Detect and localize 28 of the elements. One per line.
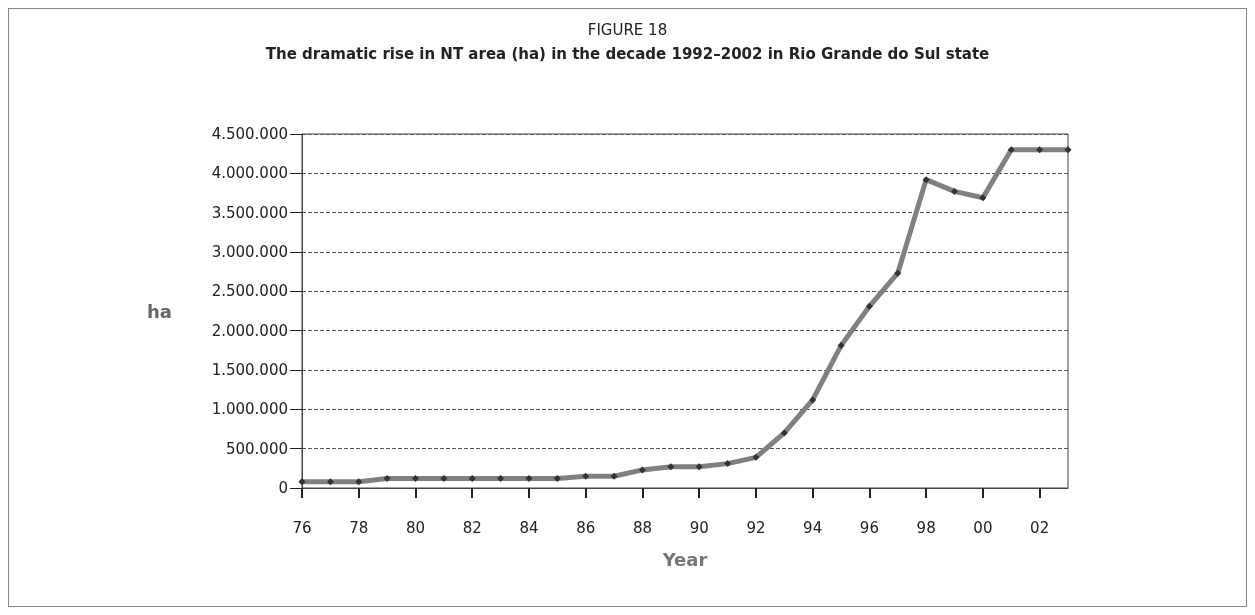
x-tick-label: 82 xyxy=(462,518,482,537)
chart-title: FIGURE 18 xyxy=(587,20,668,39)
x-tick-label: 94 xyxy=(803,518,823,537)
y-tick-label: 4.000.000 xyxy=(211,164,288,183)
y-tick-label: 4.500.000 xyxy=(211,125,288,143)
y-tick-label: 3.000.000 xyxy=(211,243,288,261)
x-tick-label: 00 xyxy=(973,518,993,537)
x-tick-label: 84 xyxy=(519,518,539,537)
x-tick-label: 86 xyxy=(576,518,596,537)
x-axis-title: Year xyxy=(661,548,708,570)
x-tick-label: 76 xyxy=(292,518,312,537)
x-tick-label: 02 xyxy=(1030,518,1050,537)
y-tick-label: 1.500.000 xyxy=(211,361,288,379)
y-tick-label: 1.000.000 xyxy=(211,400,288,419)
y-tick-label: 3.500.000 xyxy=(211,203,288,222)
y-tick-label: 2.000.000 xyxy=(211,321,288,340)
x-tick-label: 78 xyxy=(349,518,369,537)
x-tick-label: 80 xyxy=(405,518,426,537)
y-tick-label: 2.500.000 xyxy=(211,282,288,301)
x-tick-label: 92 xyxy=(746,518,766,537)
x-tick-label: 96 xyxy=(859,518,879,537)
y-tick-label: 0 xyxy=(278,479,288,497)
y-tick-label: 500.000 xyxy=(225,439,288,458)
x-tick-label: 88 xyxy=(632,518,652,537)
x-tick-label: 98 xyxy=(916,518,936,537)
y-axis-title: ha xyxy=(147,300,172,322)
x-tick-label: 90 xyxy=(689,518,709,537)
chart-subtitle: The dramatic rise in NT area (ha) in the decade 1992–2002 in Rio Grande do Sul state xyxy=(265,44,990,63)
